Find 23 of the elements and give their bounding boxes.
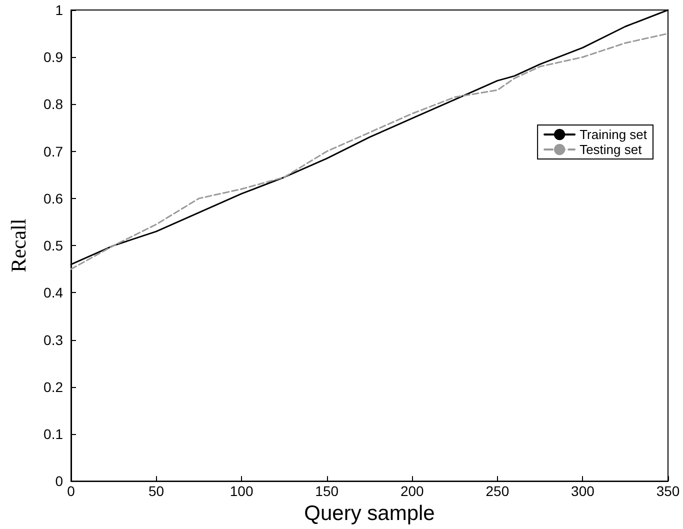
y-axis-title: Recall [6,218,30,272]
x-tick-label: 350 [656,483,680,500]
y-tick-label: 0.4 [44,284,64,301]
y-tick-label: 0.2 [44,378,64,395]
legend-label: Training set [580,127,648,142]
y-tick-label: 0.3 [44,332,64,348]
y-tick-label: 0.7 [44,143,64,160]
y-tick-label: 0.5 [44,238,64,254]
x-tick-label: 250 [486,483,510,500]
x-tick-label: 100 [230,483,254,500]
y-tick-label: 0.9 [44,49,64,66]
y-tick-label: 0.6 [44,190,64,206]
y-tick-label: 0.1 [44,426,64,442]
x-tick-label: 200 [400,483,424,500]
x-tick-label: 0 [67,483,76,500]
x-tick-label: 300 [571,483,595,500]
legend-label: Testing set [580,142,642,157]
x-tick-label: 50 [148,483,164,500]
y-tick-label: 1 [55,2,64,18]
y-tick-label: 0.8 [44,96,64,112]
x-tick-label: 150 [315,483,339,500]
y-tick-label: 0 [55,473,64,490]
x-axis-title: Query sample [304,502,435,525]
